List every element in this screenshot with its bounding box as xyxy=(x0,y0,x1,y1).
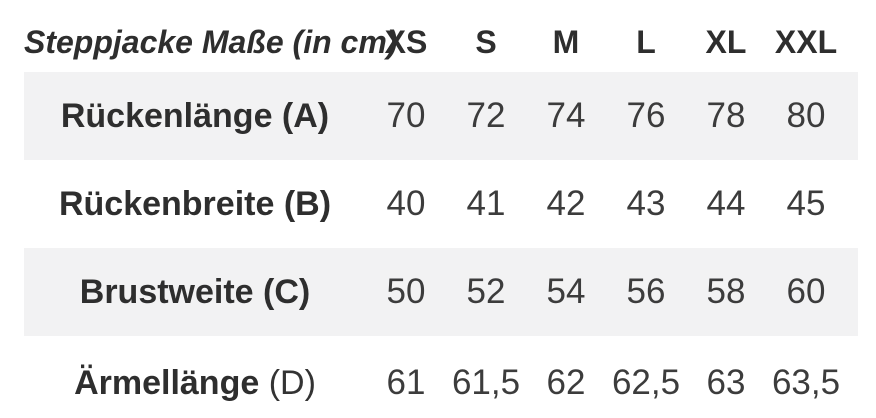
measurement-value: 54 xyxy=(526,248,606,336)
measurement-value: 43 xyxy=(626,184,666,223)
header-row: Steppjacke Maße (in cm) XS S M L XL XXL xyxy=(24,0,858,72)
measurement-value: 80 xyxy=(766,72,858,160)
row-label-text: Rückenlänge (A) xyxy=(60,96,330,135)
row-label: Ärmellänge (D) xyxy=(24,336,366,418)
measurement-value: 58 xyxy=(686,248,766,336)
measurement-value: 63 xyxy=(706,363,746,402)
row-label-suffix: (D) xyxy=(259,363,316,402)
size-header-s: S xyxy=(475,23,497,60)
measurement-value: 42 xyxy=(546,184,586,223)
measurement-value: 74 xyxy=(526,72,606,160)
row-label-text: Ärmellänge xyxy=(74,363,260,402)
size-header-xs: XS xyxy=(384,23,428,60)
row-label-text: Rückenbreite (B) xyxy=(58,184,332,223)
row-label-text: Brustweite (C) xyxy=(79,272,311,311)
size-chart-table: Steppjacke Maße (in cm) XS S M L XL XXL … xyxy=(24,0,858,418)
measurement-value: 40 xyxy=(386,184,426,223)
measurement-value: 44 xyxy=(706,184,746,223)
table-title: Steppjacke Maße (in cm) xyxy=(24,23,398,60)
table-row-rueckenbreite: Rückenbreite (B) 40 41 42 43 44 45 xyxy=(24,160,858,248)
measurement-value: 76 xyxy=(606,72,686,160)
row-label: Rückenbreite (B) xyxy=(24,160,366,248)
measurement-value: 61,5 xyxy=(451,363,521,402)
measurement-value: 45 xyxy=(786,184,826,223)
measurement-value: 50 xyxy=(366,248,446,336)
measurement-value: 72 xyxy=(446,72,526,160)
measurement-value: 78 xyxy=(686,72,766,160)
size-header-m: M xyxy=(552,23,580,60)
measurement-value: 61 xyxy=(386,363,426,402)
size-header-l: L xyxy=(636,23,656,60)
table-row-brustweite: Brustweite (C) 50 52 54 56 58 60 xyxy=(24,248,858,336)
measurement-value: 63,5 xyxy=(771,363,841,402)
size-header-xl: XL xyxy=(705,23,747,60)
measurement-value: 56 xyxy=(606,248,686,336)
size-header-xxl: XXL xyxy=(774,23,838,60)
row-label: Rückenlänge (A) xyxy=(24,72,366,160)
measurement-value: 62,5 xyxy=(611,363,681,402)
measurement-value: 70 xyxy=(366,72,446,160)
table-row-aermellaenge: Ärmellänge (D) 61 61,5 62 62,5 63 63,5 xyxy=(24,336,858,418)
table-row-rueckenlaenge: Rückenlänge (A) 70 72 74 76 78 80 xyxy=(24,72,858,160)
measurement-value: 62 xyxy=(546,363,586,402)
measurement-value: 41 xyxy=(466,184,506,223)
measurement-value: 52 xyxy=(446,248,526,336)
row-label: Brustweite (C) xyxy=(24,248,366,336)
measurement-value: 60 xyxy=(766,248,858,336)
